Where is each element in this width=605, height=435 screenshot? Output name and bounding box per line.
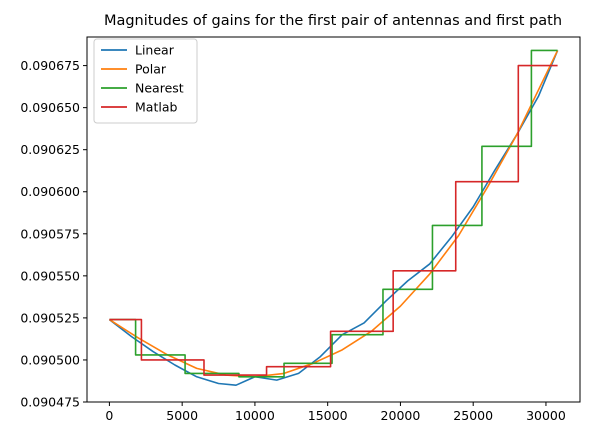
series-line-matlab	[109, 64, 558, 376]
y-tick-label: 0.090525	[20, 310, 80, 325]
legend-box	[93, 38, 198, 124]
y-tick-label: 0.090625	[20, 142, 80, 157]
x-tick-label: 15000	[308, 408, 348, 423]
x-tick-label: 5000	[166, 408, 198, 423]
x-tick-label: 0	[105, 408, 113, 423]
series-lines	[108, 49, 559, 386]
series-line-polar	[108, 50, 559, 378]
legend: Linear Polar Nearest Matlab	[93, 38, 198, 124]
legend-label: Matlab	[135, 100, 177, 115]
y-tick-label: 0.090500	[20, 352, 80, 367]
y-tick-label: 0.090550	[20, 268, 80, 283]
y-tick-label: 0.090600	[20, 184, 80, 199]
legend-label: Polar	[135, 62, 167, 77]
y-tick-label: 0.090650	[20, 100, 80, 115]
x-tick-label: 25000	[453, 408, 493, 423]
x-tick-label: 20000	[381, 408, 421, 423]
chart-title: Magnitudes of gains for the first pair o…	[104, 13, 562, 29]
legend-label: Linear	[135, 43, 175, 58]
y-tick-label: 0.090575	[20, 226, 80, 241]
axes-frame	[86, 36, 581, 403]
y-tick-label: 0.090675	[20, 58, 80, 73]
series-line-nearest	[109, 49, 558, 378]
x-tick-label: 30000	[526, 408, 566, 423]
legend-label: Nearest	[135, 81, 184, 96]
y-tick-label: 0.090475	[20, 395, 80, 410]
axes: 0 5000 10000 15000 20000 25000 30000 0.090475 0.…	[20, 36, 581, 423]
x-tick-label: 10000	[235, 408, 275, 423]
